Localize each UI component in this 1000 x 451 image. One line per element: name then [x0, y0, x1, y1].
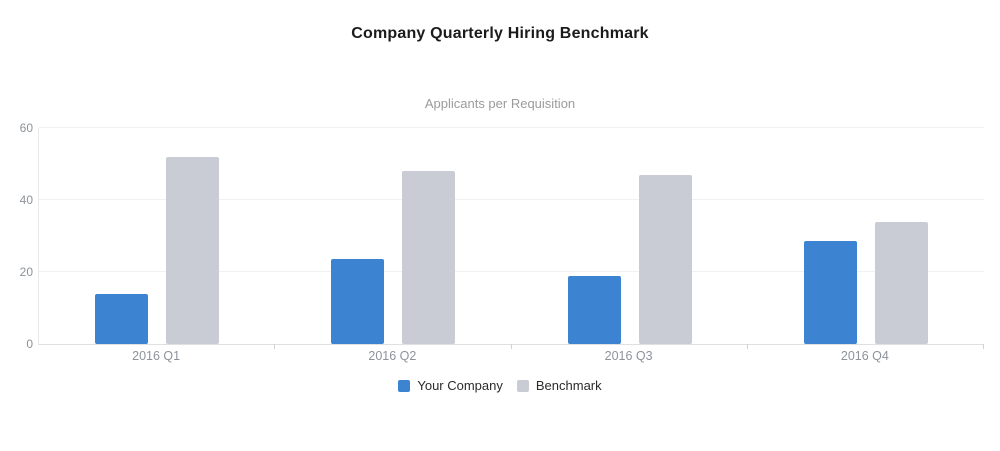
bar-your-company-2016-q1[interactable] [95, 293, 149, 344]
x-axis-tick [746, 344, 748, 349]
gridline-20 [39, 271, 984, 272]
y-axis-tick-label-60: 60 [19, 121, 33, 135]
y-axis-tick-label-40: 40 [19, 193, 33, 207]
x-axis-tick [983, 344, 984, 349]
bar-benchmark-2016-q4[interactable] [874, 221, 928, 344]
x-axis-category-label-2016-q4: 2016 Q4 [840, 349, 889, 363]
bar-benchmark-2016-q1[interactable] [166, 156, 220, 344]
y-axis-tick-label-0: 0 [26, 337, 33, 351]
chart-title: Company Quarterly Hiring Benchmark [351, 25, 649, 42]
bar-benchmark-2016-q3[interactable] [638, 174, 692, 344]
bar-your-company-2016-q3[interactable] [567, 275, 621, 344]
plot-area [38, 127, 984, 349]
x-axis-category-label-2016-q2: 2016 Q2 [368, 349, 417, 363]
legend-item-benchmark[interactable]: Benchmark [516, 378, 602, 393]
legend-swatch-icon [516, 379, 529, 392]
bar-your-company-2016-q4[interactable] [803, 241, 857, 344]
x-axis-tick [274, 344, 276, 349]
bar-benchmark-2016-q2[interactable] [402, 171, 456, 344]
chart-subtitle: Applicants per Requisition [424, 96, 576, 111]
legend-item-your-company[interactable]: Your Company [398, 378, 503, 393]
bar-your-company-2016-q2[interactable] [331, 259, 385, 344]
x-axis-tick [510, 344, 512, 349]
gridline-40 [39, 199, 984, 200]
legend: Your Company Benchmark [0, 378, 1000, 393]
gridline-60 [39, 127, 984, 128]
y-axis-tick-label-20: 20 [19, 265, 33, 279]
legend-label: Benchmark [535, 378, 602, 393]
legend-label: Your Company [417, 378, 503, 393]
x-axis-category-label-2016-q1: 2016 Q1 [132, 349, 181, 363]
x-axis-category-label-2016-q3: 2016 Q3 [604, 349, 653, 363]
legend-swatch-icon [398, 379, 411, 392]
